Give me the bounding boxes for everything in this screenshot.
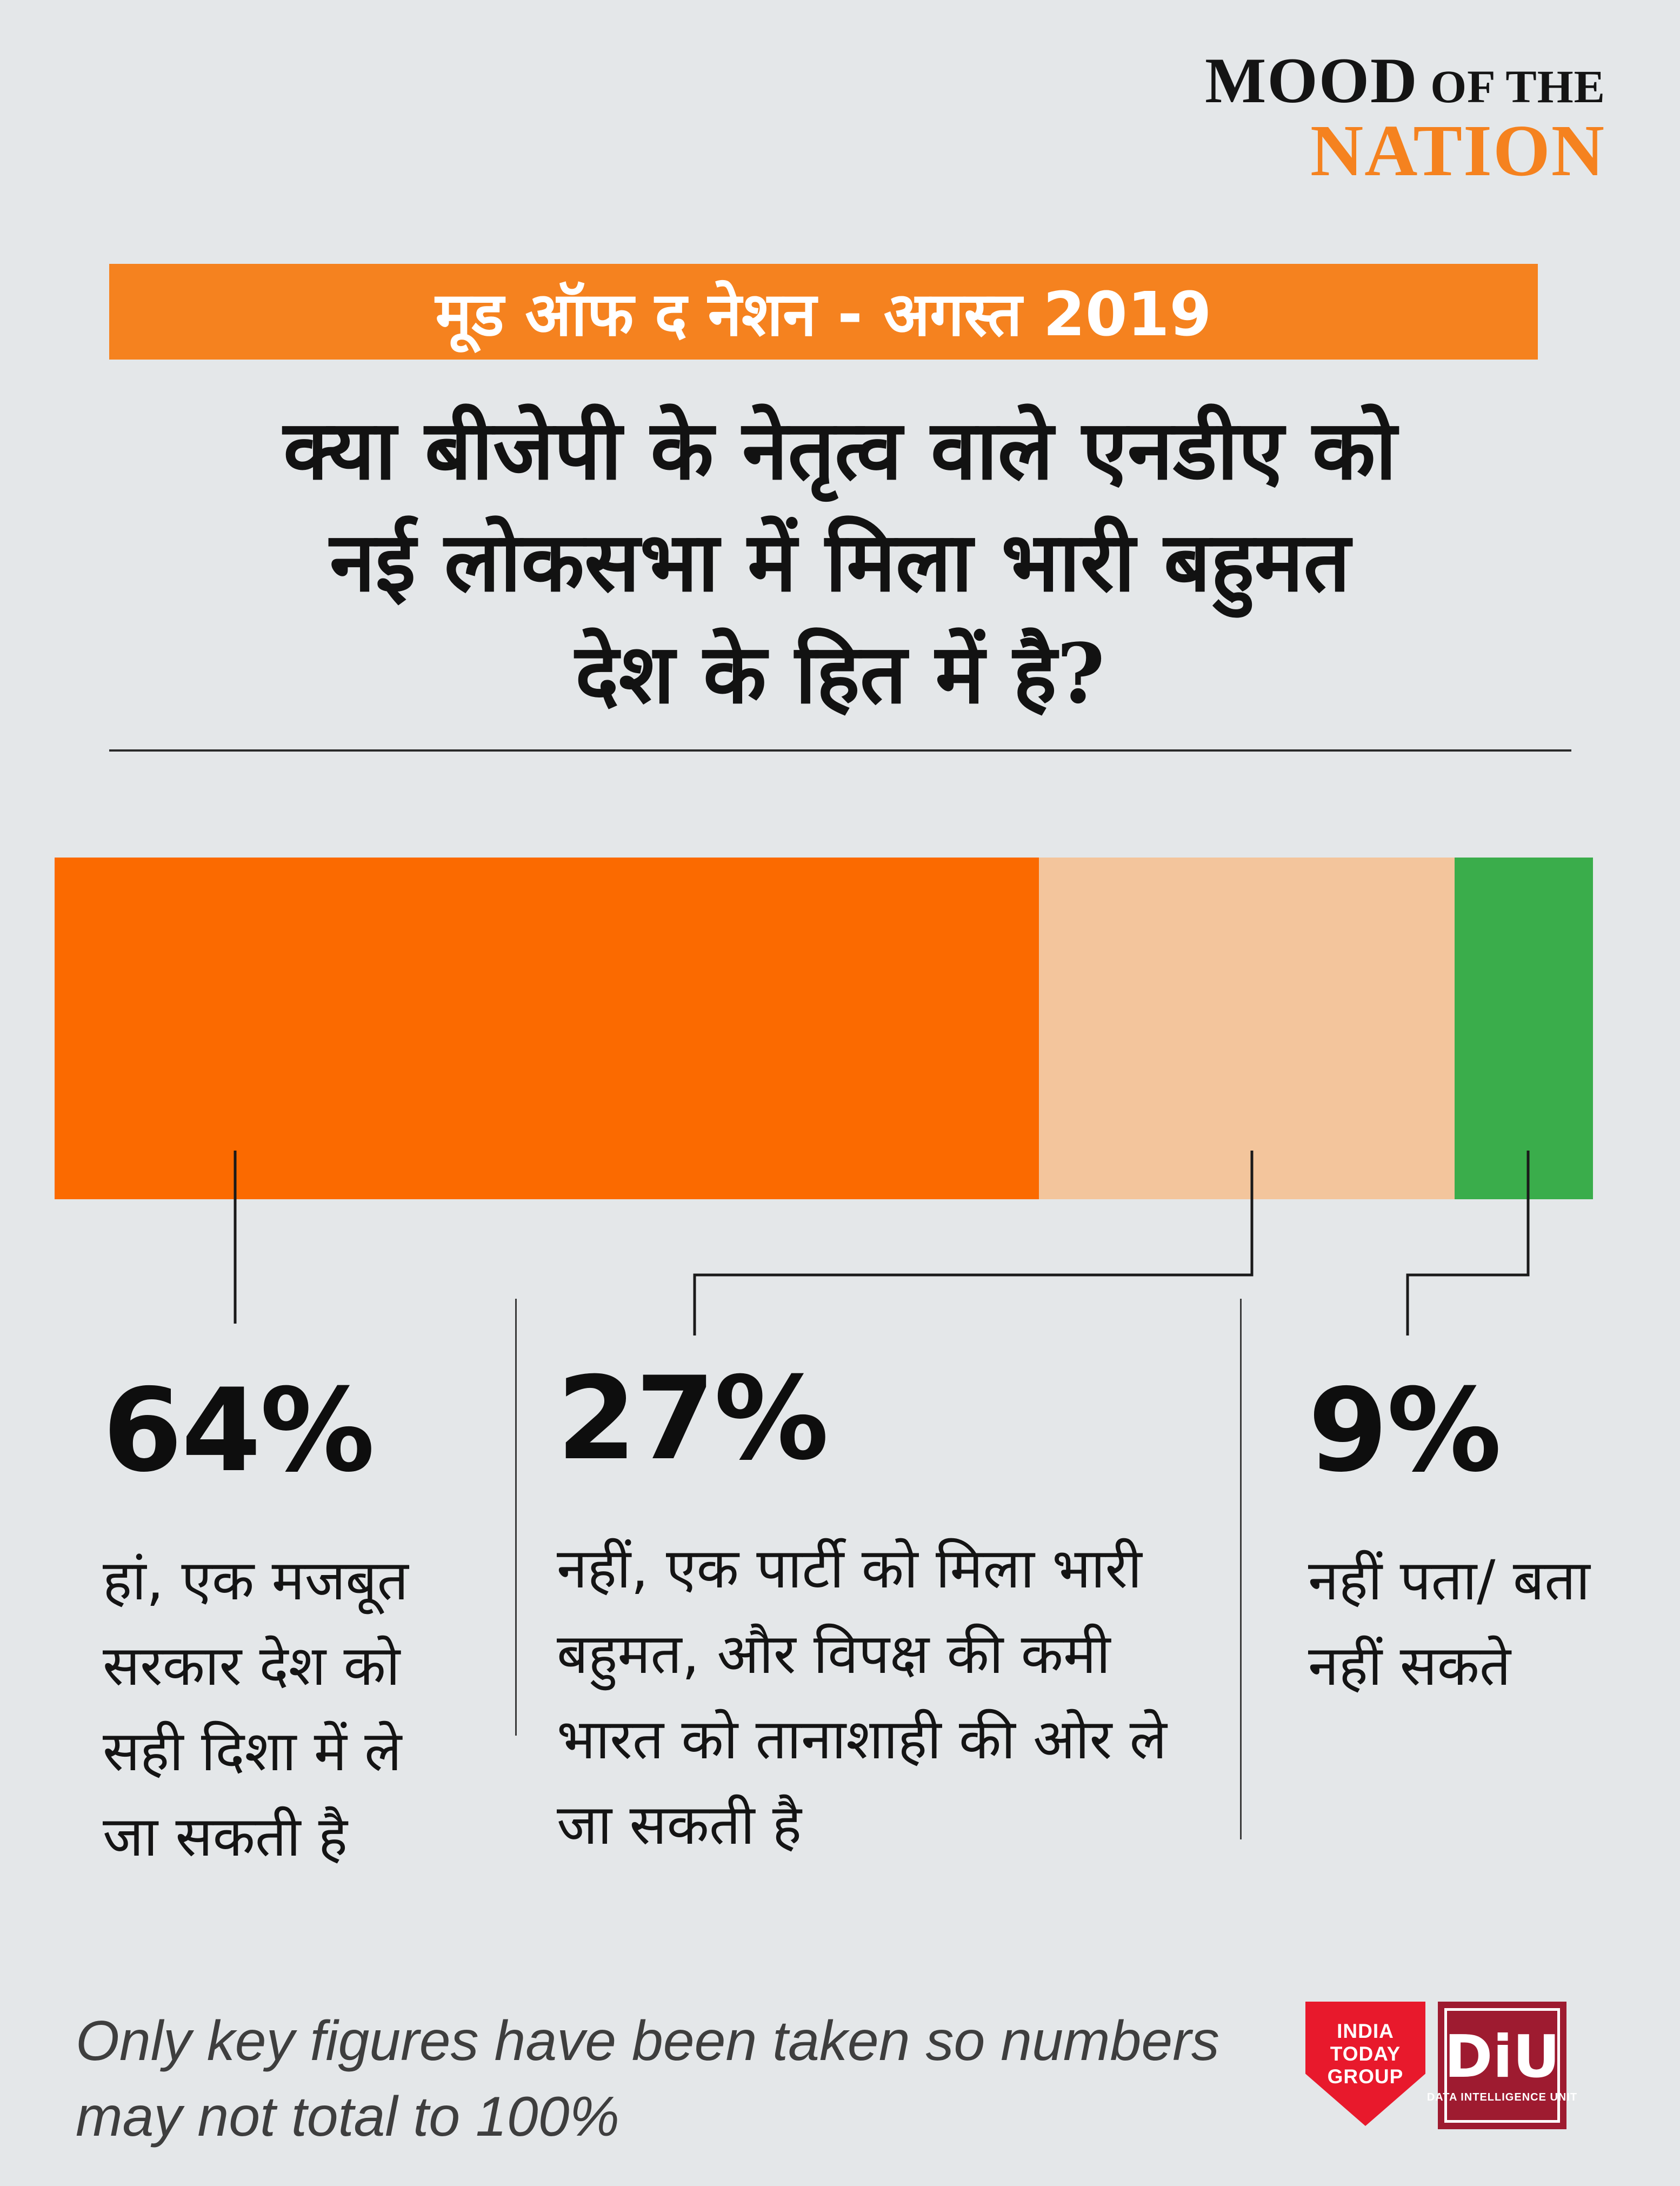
bar-segment-3 — [1454, 858, 1593, 1199]
itg-line-3: GROUP — [1327, 2065, 1404, 2088]
answer-block-yes: 64% हां, एक मजबूत सरकार देश को सही दिशा … — [103, 1364, 459, 1880]
answer-label-9: नहीं पता/ बता नहीं सकते — [1308, 1549, 1590, 1698]
itg-line-1: INDIA — [1337, 2020, 1394, 2042]
question-headline: क्या बीजेपी के नेतृत्व वाले एनडीए को नई … — [0, 394, 1680, 729]
diu-logo: DiU DATA INTELLIGENCE UNIT — [1427, 2002, 1577, 2129]
stacked-bar-chart — [55, 858, 1593, 1199]
column-separator-1 — [515, 1299, 517, 1736]
brand-mood-text: MOOD — [1205, 44, 1418, 116]
question-line-3: देश के हित में है? — [575, 625, 1105, 722]
diu-logo-inner: DiU DATA INTELLIGENCE UNIT — [1427, 2008, 1577, 2123]
itg-line-2: TODAY — [1330, 2043, 1401, 2065]
diu-logo-subtitle: DATA INTELLIGENCE UNIT — [1426, 2091, 1578, 2103]
bar-segment-1 — [55, 858, 1039, 1199]
brand-ofthe-text: OF THE — [1418, 61, 1605, 112]
title-banner-text: मूड ऑफ द नेशन - अगस्त 2019 — [435, 280, 1212, 350]
title-banner: मूड ऑफ द नेशन - अगस्त 2019 — [109, 264, 1538, 360]
diu-logo-name: DiU — [1444, 2023, 1561, 2091]
brand-nation-text: NATION — [1310, 110, 1605, 192]
india-today-group-logo: INDIA TODAY GROUP — [1305, 2002, 1425, 2126]
answer-percent-27: 27% — [557, 1352, 829, 1485]
horizontal-divider — [109, 749, 1571, 752]
answer-percent-9: 9% — [1308, 1364, 1502, 1497]
question-line-2: नई लोकसभा में मिला भारी बहुमत — [329, 513, 1351, 610]
india-today-group-logo-text: INDIA TODAY GROUP — [1328, 2020, 1404, 2088]
answer-block-no: 27% नहीं, एक पार्टी को मिला भारी बहुमत, … — [557, 1352, 1200, 1868]
footnote-text: Only key figures have been taken so numb… — [76, 2010, 1219, 2148]
answer-percent-64: 64% — [103, 1364, 375, 1497]
answer-label-27: नहीं, एक पार्टी को मिला भारी बहुमत, और व… — [557, 1537, 1167, 1857]
column-separator-2 — [1240, 1299, 1242, 1839]
question-line-1: क्या बीजेपी के नेतृत्व वाले एनडीए को — [283, 401, 1397, 498]
answer-label-64: हां, एक मजबूत सरकार देश को सही दिशा में … — [103, 1549, 409, 1869]
bar-segment-2 — [1039, 858, 1455, 1199]
answer-block-dontknow: 9% नहीं पता/ बता नहीं सकते — [1308, 1364, 1654, 1709]
mood-of-the-nation-logo: MOOD OF THE NATION — [1205, 47, 1605, 192]
